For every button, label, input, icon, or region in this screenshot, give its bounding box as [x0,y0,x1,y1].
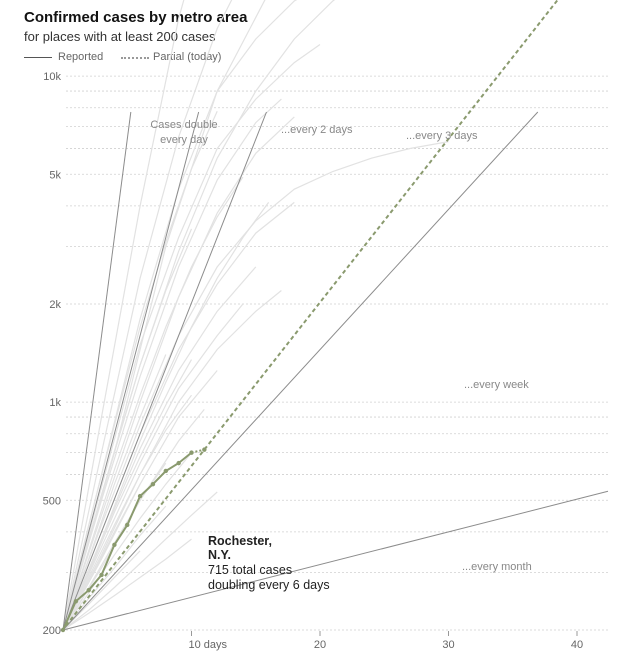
background-series-line [62,116,295,631]
background-series-line [62,0,233,631]
background-series-line [62,98,282,631]
highlight-point [125,522,130,528]
background-series-line [62,202,270,631]
background-series-line [62,290,282,631]
reference-line [62,111,200,631]
highlight-partial-point [202,447,207,452]
highlight-point [86,587,91,593]
highlight-point [99,572,104,578]
background-series-line [62,354,167,631]
highlight-point [60,627,66,633]
axis-ticks: 2005001k2k5k10k20k50k100k200k10 days2030… [43,71,583,651]
background-series-line [62,483,141,631]
label-every-month: ...every month [462,561,532,573]
x-tick-label: 40 [571,639,583,651]
annotation-total-cases: 715 total cases [208,563,292,577]
label-double-every-day-1: Cases double [150,119,217,131]
highlight-projection-line [60,0,559,632]
label-every-2-days: ...every 2 days [281,124,353,136]
background-series-line [62,141,449,631]
x-tick-label: 20 [314,639,326,651]
highlight-point [163,468,168,474]
reference-line [62,111,539,631]
annotation-doubling-rate: doubling every 6 days [208,578,330,592]
doubling-reference-lines [62,111,609,631]
background-series-line [62,491,218,631]
highlight-point [150,482,156,487]
background-series-line [62,176,244,631]
background-series-line [62,0,298,631]
legend-reported-label: Reported [58,51,104,63]
highlight-point [137,493,143,499]
background-series-line [62,266,257,631]
highlight-series [60,0,559,633]
y-tick-label: 1k [49,397,61,409]
background-series-line [62,0,336,631]
highlight-point [73,599,79,604]
annotation-place-line1: Rochester, [208,534,272,548]
background-series-line [62,538,192,631]
x-tick-label: 10 days [189,639,228,651]
x-tick-label: 30 [442,639,454,651]
background-series [62,0,449,631]
y-tick-label: 5k [49,169,61,181]
reference-line [62,490,609,631]
background-series-line [62,0,266,631]
background-series-line [62,452,192,631]
chart-subtitle: for places with at least 200 cases [24,29,216,44]
legend-partial-swatch [121,57,149,59]
background-series-line [62,394,192,631]
y-tick-label: 500 [43,495,61,507]
y-tick-label: 2k [49,299,61,311]
label-double-every-day-2: every day [160,134,208,146]
highlight-point [112,542,117,548]
background-series-line [62,44,321,631]
chart-title: Confirmed cases by metro area [24,9,248,26]
annotation-place-line2: N.Y. [208,548,231,562]
reference-line [62,111,132,631]
label-every-week: ...every week [464,379,529,391]
label-every-3-days: ...every 3 days [406,130,478,142]
background-series-line [62,303,244,631]
y-tick-label: 10k [43,71,61,83]
background-series-line [62,111,218,631]
background-series-line [62,550,141,631]
highlight-point [176,460,181,466]
background-series-line [62,0,185,631]
y-tick-label: 200 [43,625,61,637]
reference-line [62,111,267,631]
gridlines [66,75,608,631]
legend-reported-swatch [24,57,52,58]
